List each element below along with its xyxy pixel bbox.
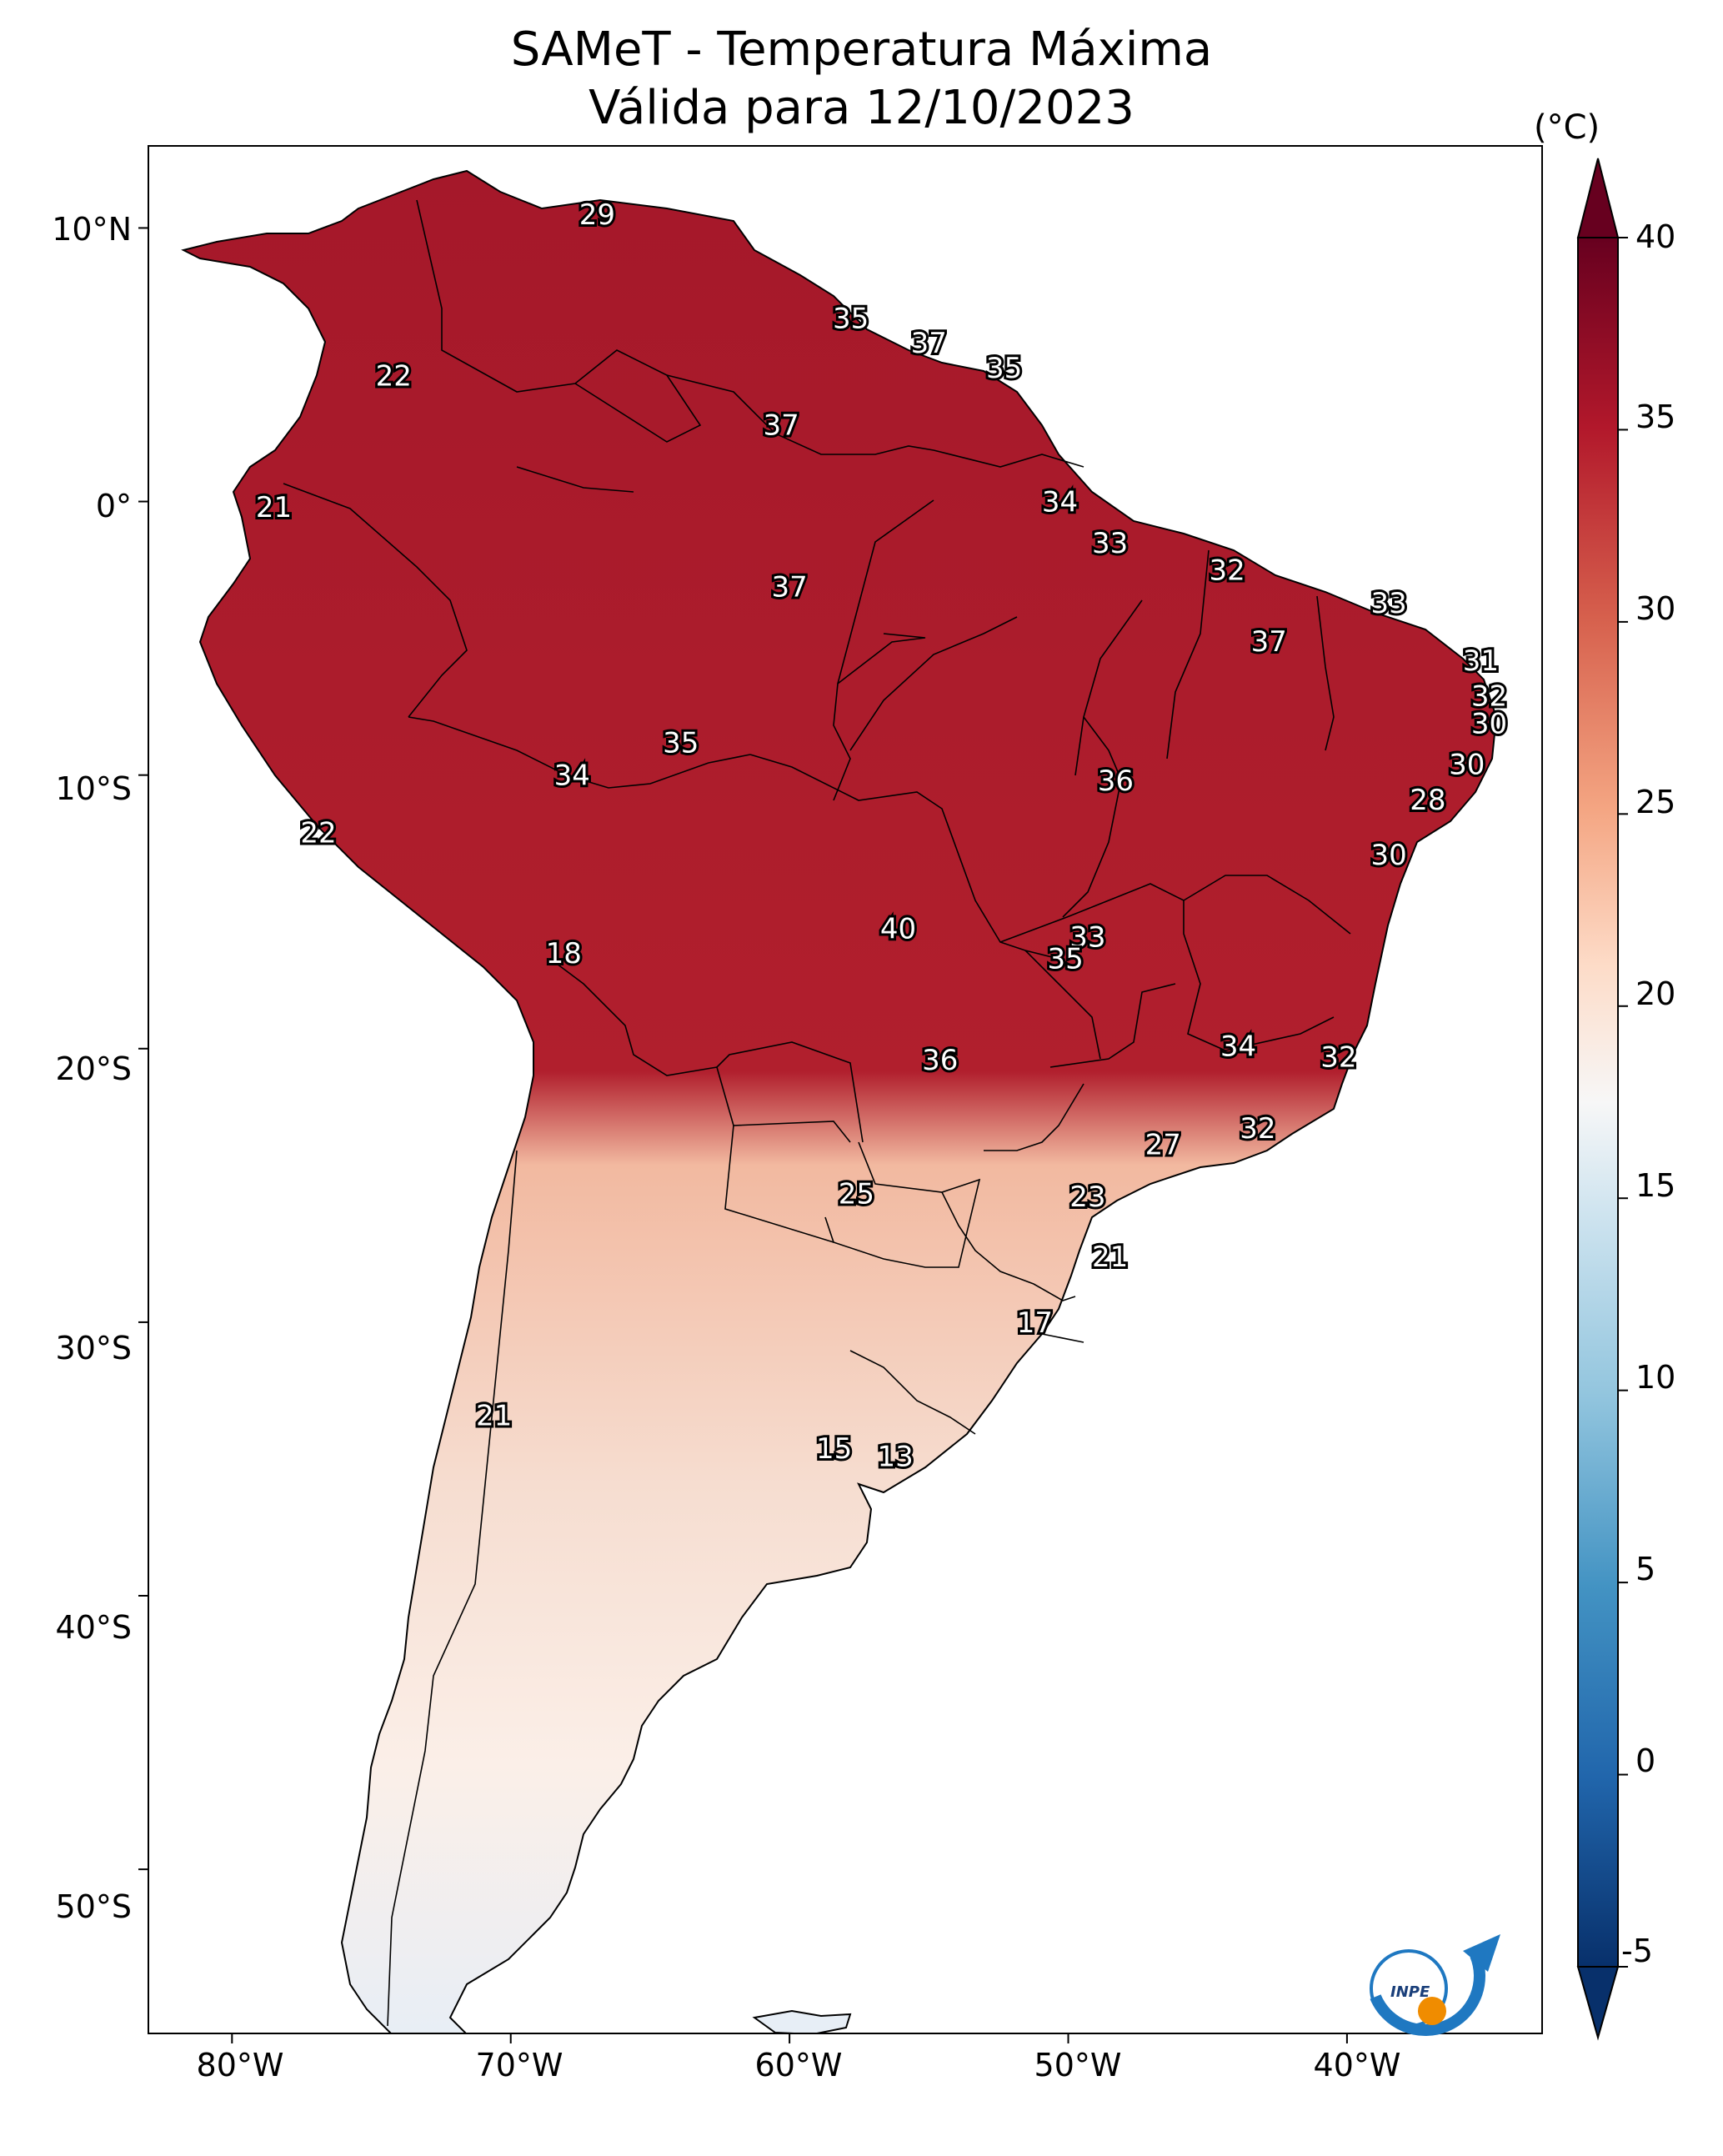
lat-tick-label: 40°S — [55, 1609, 132, 1646]
temperature-label: 13 — [878, 1441, 914, 1474]
south-america-landmass — [181, 169, 1498, 2033]
temperature-label: 35 — [663, 726, 699, 760]
colorbar-extend-top — [1576, 158, 1620, 238]
title-line-2: Válida para 12/10/2023 — [589, 81, 1134, 135]
temperature-label: 32 — [1320, 1041, 1356, 1075]
colorbar-tick-label: 40 — [1635, 218, 1676, 255]
temperature-label: 29 — [579, 198, 615, 232]
temperature-label: 36 — [1098, 765, 1134, 798]
lat-tick-label: 30°S — [55, 1330, 132, 1366]
lon-tick-label: 40°W — [1313, 2047, 1401, 2083]
temperature-label: 34 — [1042, 486, 1078, 519]
temperature-label: 15 — [816, 1432, 852, 1466]
title-line-1: SAMeT - Temperatura Máxima — [510, 23, 1213, 77]
temperature-label: 32 — [1240, 1112, 1275, 1146]
temperature-label: 22 — [376, 360, 412, 394]
lat-tick-label: 0° — [95, 488, 132, 524]
temperature-label: 33 — [1069, 920, 1105, 954]
lon-tick-label: 50°W — [1034, 2047, 1122, 2083]
temperature-label: 37 — [763, 409, 799, 443]
colorbar-tick-label: 25 — [1635, 784, 1676, 820]
colorbar-unit: (°C) — [1534, 108, 1600, 147]
logo-text: INPE — [1390, 1983, 1430, 2001]
temperature-label: 21 — [476, 1399, 512, 1432]
colorbar-bar — [1577, 237, 1619, 1968]
temperature-label: 34 — [554, 760, 590, 793]
temperature-label: 37 — [911, 327, 947, 360]
temperature-label: 37 — [771, 570, 807, 604]
temperature-label: 34 — [1220, 1030, 1256, 1064]
logo-orbit-ring — [1370, 1949, 1448, 2028]
colorbar-tick-label: 15 — [1635, 1167, 1676, 1204]
temperature-label: 33 — [1092, 527, 1128, 560]
lat-tick-label: 10°S — [55, 770, 132, 807]
temperature-label: 17 — [1017, 1306, 1053, 1340]
temperature-label: 35 — [833, 303, 869, 336]
lon-tick-label: 70°W — [475, 2047, 563, 2083]
temperature-label: 22 — [300, 817, 336, 850]
colorbar-tick-label: 10 — [1635, 1359, 1676, 1396]
temperature-label: 21 — [256, 491, 292, 524]
temperature-label: 40 — [880, 912, 916, 945]
temperature-label: 32 — [1209, 554, 1245, 588]
temperature-label: 25 — [839, 1178, 874, 1211]
temperature-label: 37 — [1251, 625, 1287, 659]
lat-tick-label: 10°N — [52, 211, 132, 248]
lat-tick-label: 20°S — [55, 1050, 132, 1087]
colorbar-tick-label: 35 — [1635, 399, 1676, 435]
temperature-label: 23 — [1069, 1181, 1105, 1214]
temperature-label: 36 — [922, 1044, 958, 1077]
colorbar-extend-bottom — [1576, 1966, 1620, 2041]
logo-sun-icon — [1418, 1997, 1446, 2025]
colorbar-tick-label: 30 — [1635, 590, 1676, 627]
axis-ticks — [138, 227, 1348, 2043]
lon-tick-label: 60°W — [754, 2047, 843, 2083]
lon-tick-label: 80°W — [196, 2047, 284, 2083]
colorbar-tick-label: 5 — [1635, 1551, 1656, 1587]
temperature-label: 33 — [1370, 587, 1406, 620]
temperature-label: 27 — [1145, 1129, 1181, 1162]
colorbar-tick-label: -5 — [1621, 1933, 1653, 1969]
temperature-label: 30 — [1471, 707, 1507, 740]
temperature-label: 32 — [1471, 680, 1507, 714]
logo-arrow-icon — [1463, 1934, 1500, 1972]
temperature-label: 30 — [1370, 839, 1406, 872]
temperature-label: 28 — [1410, 784, 1445, 817]
falkland-islands — [752, 2009, 852, 2033]
lat-tick-label: 50°S — [55, 1888, 132, 1925]
logo-swirl-icon — [1370, 1953, 1485, 2036]
temperature-label: 18 — [546, 937, 582, 970]
colorbar-tick-label: 20 — [1635, 975, 1676, 1012]
temperature-label: 31 — [1463, 644, 1499, 678]
inpe-logo: INPE — [1370, 1934, 1500, 2036]
temperature-label: 35 — [986, 352, 1022, 385]
temperature-label: 21 — [1092, 1241, 1128, 1274]
colorbar-tick-label: 0 — [1635, 1742, 1656, 1779]
map-frame — [148, 145, 1543, 2034]
temperature-label: 35 — [1048, 943, 1084, 976]
temperature-label: 30 — [1449, 749, 1485, 782]
country-borders — [283, 199, 1351, 2027]
colorbar — [1576, 158, 1628, 2041]
